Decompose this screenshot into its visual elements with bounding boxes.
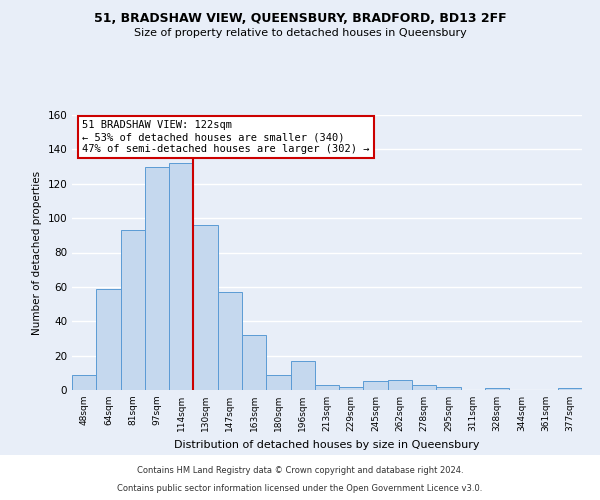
Text: Size of property relative to detached houses in Queensbury: Size of property relative to detached ho… xyxy=(134,28,466,38)
Bar xyxy=(412,385,436,390)
Bar xyxy=(485,388,509,390)
Text: 51, BRADSHAW VIEW, QUEENSBURY, BRADFORD, BD13 2FF: 51, BRADSHAW VIEW, QUEENSBURY, BRADFORD,… xyxy=(94,12,506,26)
Bar xyxy=(388,380,412,390)
Bar xyxy=(96,288,121,390)
Bar xyxy=(218,292,242,390)
Bar xyxy=(193,225,218,390)
Bar xyxy=(364,382,388,390)
Bar xyxy=(72,374,96,390)
Y-axis label: Number of detached properties: Number of detached properties xyxy=(32,170,42,334)
Text: 51 BRADSHAW VIEW: 122sqm
← 53% of detached houses are smaller (340)
47% of semi-: 51 BRADSHAW VIEW: 122sqm ← 53% of detach… xyxy=(82,120,370,154)
Text: Contains HM Land Registry data © Crown copyright and database right 2024.: Contains HM Land Registry data © Crown c… xyxy=(137,466,463,475)
X-axis label: Distribution of detached houses by size in Queensbury: Distribution of detached houses by size … xyxy=(174,440,480,450)
Bar xyxy=(339,386,364,390)
Text: Contains public sector information licensed under the Open Government Licence v3: Contains public sector information licen… xyxy=(118,484,482,493)
Bar xyxy=(145,166,169,390)
Bar xyxy=(242,335,266,390)
Bar xyxy=(266,374,290,390)
Bar xyxy=(290,361,315,390)
Bar xyxy=(169,163,193,390)
Bar xyxy=(315,385,339,390)
Bar xyxy=(436,386,461,390)
Bar xyxy=(121,230,145,390)
Bar xyxy=(558,388,582,390)
